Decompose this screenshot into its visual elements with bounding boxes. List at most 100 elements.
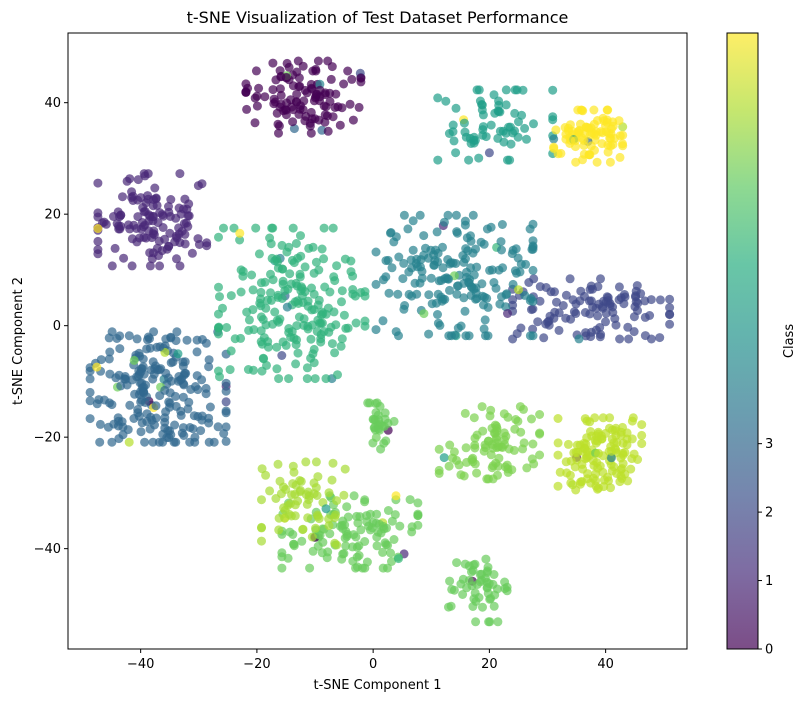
data-point [606, 459, 616, 469]
data-point [514, 285, 523, 295]
data-point [202, 241, 212, 251]
data-point [273, 459, 283, 469]
data-point [158, 429, 168, 439]
data-point [408, 216, 418, 226]
data-point [149, 195, 158, 204]
data-point [122, 176, 132, 186]
data-point [470, 433, 480, 443]
data-point [333, 370, 342, 380]
data-point [469, 284, 479, 294]
data-point [655, 295, 665, 305]
data-point [257, 522, 266, 532]
data-point [285, 269, 295, 279]
data-point [509, 445, 519, 455]
data-point [277, 240, 287, 250]
data-point [306, 128, 316, 138]
data-point [383, 418, 393, 428]
data-point [254, 83, 264, 93]
data-point [177, 374, 186, 384]
data-point [524, 278, 534, 287]
data-point [175, 238, 185, 248]
data-point [290, 511, 300, 521]
data-point [252, 101, 262, 111]
data-point [293, 253, 303, 263]
data-point [618, 438, 628, 448]
data-point [637, 439, 647, 449]
data-point [363, 398, 373, 408]
data-point [407, 263, 417, 273]
data-point [631, 297, 641, 307]
data-point [640, 331, 650, 341]
data-point [497, 292, 506, 302]
data-point [272, 108, 282, 118]
data-point [325, 287, 335, 297]
data-point [601, 317, 610, 327]
data-point [214, 232, 223, 242]
data-point [533, 317, 543, 327]
data-point [127, 261, 137, 271]
data-point [591, 481, 601, 491]
data-point [103, 422, 113, 432]
data-point [592, 157, 602, 167]
data-point [219, 429, 229, 438]
data-point [214, 322, 224, 332]
data-point [571, 157, 581, 167]
data-point [93, 245, 103, 255]
data-point [289, 539, 299, 549]
data-point [274, 374, 284, 384]
data-point [466, 231, 475, 241]
data-point [328, 458, 338, 468]
data-point [461, 443, 471, 453]
data-point [615, 334, 625, 344]
data-point [548, 115, 558, 125]
data-point [515, 267, 525, 277]
data-point [525, 224, 535, 234]
data-point [497, 245, 506, 255]
data-point [565, 470, 575, 480]
data-point [321, 374, 331, 384]
data-point [383, 506, 393, 515]
data-point [292, 89, 302, 99]
x-tick-label: 0 [369, 657, 377, 672]
data-point [417, 266, 427, 276]
data-point [229, 223, 239, 233]
data-point [620, 292, 630, 302]
data-point [456, 470, 466, 480]
data-point [395, 521, 405, 531]
data-point [317, 244, 327, 254]
data-point [503, 412, 513, 422]
data-point [522, 134, 531, 144]
data-point [292, 321, 302, 331]
data-point [166, 195, 176, 204]
data-point [172, 327, 182, 337]
data-point [452, 289, 462, 299]
data-point [477, 100, 487, 110]
data-point [321, 504, 331, 514]
data-point [343, 66, 353, 76]
data-point [319, 327, 329, 336]
data-point [182, 335, 192, 345]
data-point [204, 418, 214, 428]
data-point [119, 253, 129, 263]
data-point [197, 375, 207, 385]
data-point [605, 157, 615, 167]
data-point [606, 483, 615, 493]
data-point [449, 136, 459, 146]
data-point [105, 347, 115, 357]
data-point [614, 116, 624, 126]
data-point [289, 124, 299, 134]
data-point [311, 457, 321, 467]
data-point [598, 413, 608, 423]
data-point [406, 255, 416, 265]
data-point [338, 549, 348, 559]
data-point [288, 117, 298, 127]
data-point [343, 512, 353, 522]
data-point [553, 450, 563, 460]
data-point [458, 590, 468, 599]
data-point [371, 432, 381, 442]
data-point [294, 109, 304, 119]
data-point [637, 420, 647, 430]
data-point [535, 296, 545, 306]
data-point [312, 510, 322, 520]
data-point [586, 281, 596, 291]
